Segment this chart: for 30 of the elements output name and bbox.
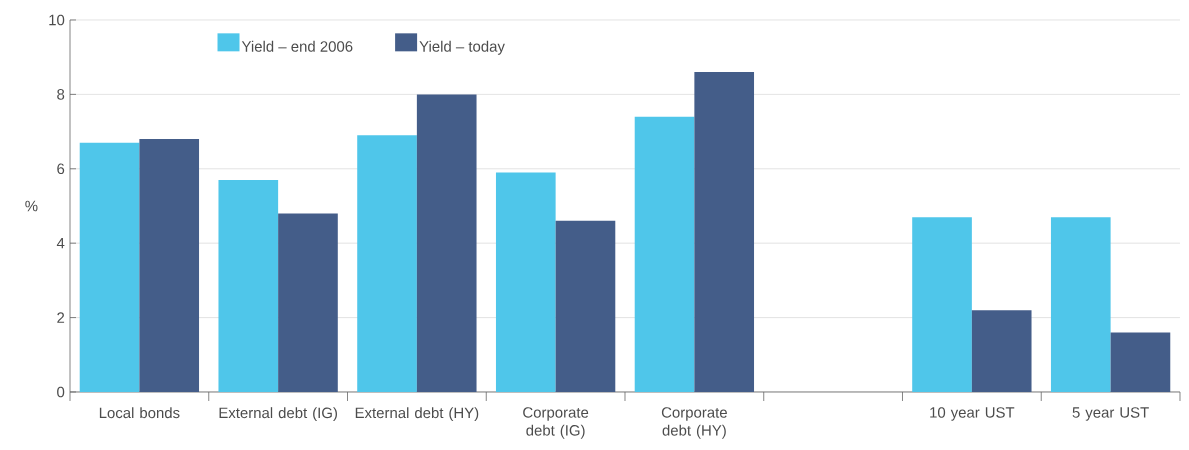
x-tick-label: Corporate debt (IG)	[523, 407, 589, 439]
y-tick-label: 8	[57, 89, 65, 100]
bar	[555, 220, 616, 392]
x-tick-label: External debt (IG)	[219, 407, 337, 422]
bar	[79, 142, 140, 392]
x-tick-label: 10 year UST	[930, 407, 1015, 421]
y-tick-label: 0	[57, 386, 65, 398]
y-tick-label: 6	[57, 163, 65, 175]
bar	[1110, 332, 1171, 392]
bar	[416, 94, 477, 392]
bar	[495, 172, 556, 392]
y-tick-label: 4	[56, 238, 65, 249]
legend-label: Yield – today	[419, 40, 505, 55]
bar	[912, 217, 972, 392]
bar	[1050, 217, 1111, 392]
legend-label: Yield – end 2006	[241, 40, 353, 52]
x-tick-label: Local bonds	[99, 407, 180, 419]
y-tick-label: 2	[57, 312, 65, 323]
bar	[278, 213, 338, 392]
y-axis-title: %	[25, 200, 38, 212]
x-tick-label: 5 year UST	[1072, 407, 1149, 421]
bar	[694, 72, 755, 392]
x-tick-label: External debt (HY)	[355, 407, 479, 422]
bar	[357, 135, 417, 392]
y-tick-label: 10	[49, 14, 65, 26]
x-tick-label: Corporate debt (HY)	[661, 407, 727, 439]
bar	[139, 139, 200, 392]
bar	[971, 310, 1032, 392]
bar	[218, 179, 279, 392]
bar	[634, 116, 695, 392]
